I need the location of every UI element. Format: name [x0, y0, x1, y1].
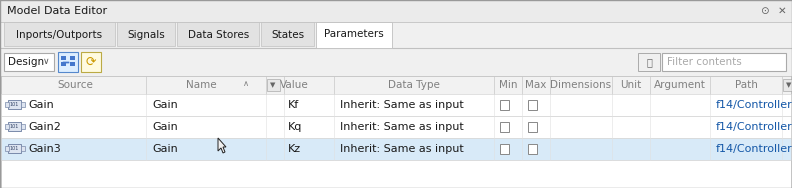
- Text: Design: Design: [8, 57, 44, 67]
- Text: States: States: [271, 30, 304, 40]
- Text: Kz: Kz: [288, 144, 301, 154]
- Bar: [267, 79, 280, 91]
- Bar: [70, 62, 75, 66]
- Text: ▼: ▼: [786, 82, 792, 88]
- Text: 🖹: 🖹: [646, 57, 652, 67]
- Bar: [177, 22, 259, 46]
- Bar: [261, 22, 314, 46]
- Bar: [116, 22, 175, 46]
- Bar: [8, 122, 21, 131]
- Text: ∨: ∨: [43, 58, 49, 67]
- Bar: [0, 22, 792, 48]
- Bar: [528, 144, 537, 154]
- Bar: [528, 100, 537, 110]
- Bar: [61, 62, 66, 66]
- Text: Name: Name: [185, 80, 216, 90]
- Bar: [58, 52, 78, 72]
- Text: 101: 101: [10, 146, 19, 151]
- Text: Kf: Kf: [288, 100, 299, 110]
- Bar: [1, 76, 791, 94]
- Text: Filter contents: Filter contents: [667, 57, 742, 67]
- Bar: [4, 53, 54, 71]
- Text: ▼: ▼: [270, 82, 276, 88]
- Text: Argument: Argument: [654, 80, 706, 90]
- Bar: [500, 144, 509, 154]
- Bar: [638, 53, 660, 71]
- Bar: [81, 52, 101, 72]
- Text: Gain: Gain: [152, 100, 177, 110]
- Bar: [317, 46, 391, 48]
- Bar: [528, 122, 537, 132]
- Bar: [1, 94, 791, 116]
- Text: Gain: Gain: [28, 100, 54, 110]
- Text: ✕: ✕: [778, 6, 786, 16]
- Bar: [783, 79, 792, 91]
- Text: Unit: Unit: [620, 80, 642, 90]
- Bar: [1, 138, 791, 160]
- Text: ⊙: ⊙: [760, 6, 768, 16]
- Bar: [5, 124, 9, 129]
- Text: f14/Controller: f14/Controller: [716, 122, 792, 132]
- Text: 101: 101: [10, 124, 19, 129]
- Text: Dimensions: Dimensions: [550, 80, 611, 90]
- Text: Max: Max: [525, 80, 546, 90]
- Bar: [70, 56, 75, 60]
- Text: Kq: Kq: [288, 122, 303, 132]
- Text: Inherit: Same as input: Inherit: Same as input: [340, 100, 464, 110]
- Text: Inports/Outports: Inports/Outports: [17, 30, 102, 40]
- Bar: [5, 146, 9, 151]
- Text: Gain3: Gain3: [28, 144, 61, 154]
- Text: f14/Controller: f14/Controller: [716, 100, 792, 110]
- Text: Signals: Signals: [128, 30, 165, 40]
- Bar: [8, 144, 21, 153]
- Text: 101: 101: [10, 102, 19, 107]
- Bar: [500, 100, 509, 110]
- Text: Gain: Gain: [152, 122, 177, 132]
- Text: Inherit: Same as input: Inherit: Same as input: [340, 122, 464, 132]
- Bar: [5, 102, 9, 107]
- Bar: [21, 102, 25, 107]
- Bar: [21, 146, 25, 151]
- Polygon shape: [218, 138, 226, 153]
- Text: Min: Min: [499, 80, 517, 90]
- Text: Source: Source: [57, 80, 93, 90]
- Bar: [0, 0, 792, 22]
- Bar: [316, 22, 392, 48]
- Text: Inherit: Same as input: Inherit: Same as input: [340, 144, 464, 154]
- Text: f14/Controller: f14/Controller: [716, 144, 792, 154]
- Text: ⟳: ⟳: [86, 55, 97, 68]
- Bar: [61, 56, 66, 60]
- Text: Model Data Editor: Model Data Editor: [7, 6, 107, 16]
- Bar: [0, 48, 792, 76]
- Bar: [662, 53, 786, 71]
- Text: ∧: ∧: [243, 79, 249, 87]
- Text: Parameters: Parameters: [324, 29, 384, 39]
- Text: Data Type: Data Type: [388, 80, 440, 90]
- Bar: [1, 116, 791, 138]
- Bar: [1, 76, 791, 188]
- Text: Data Stores: Data Stores: [188, 30, 249, 40]
- Text: Gain: Gain: [152, 144, 177, 154]
- Bar: [4, 22, 115, 46]
- Text: Gain2: Gain2: [28, 122, 61, 132]
- Text: Value: Value: [280, 80, 308, 90]
- Bar: [21, 124, 25, 129]
- Bar: [500, 122, 509, 132]
- Bar: [8, 100, 21, 109]
- Text: Path: Path: [734, 80, 757, 90]
